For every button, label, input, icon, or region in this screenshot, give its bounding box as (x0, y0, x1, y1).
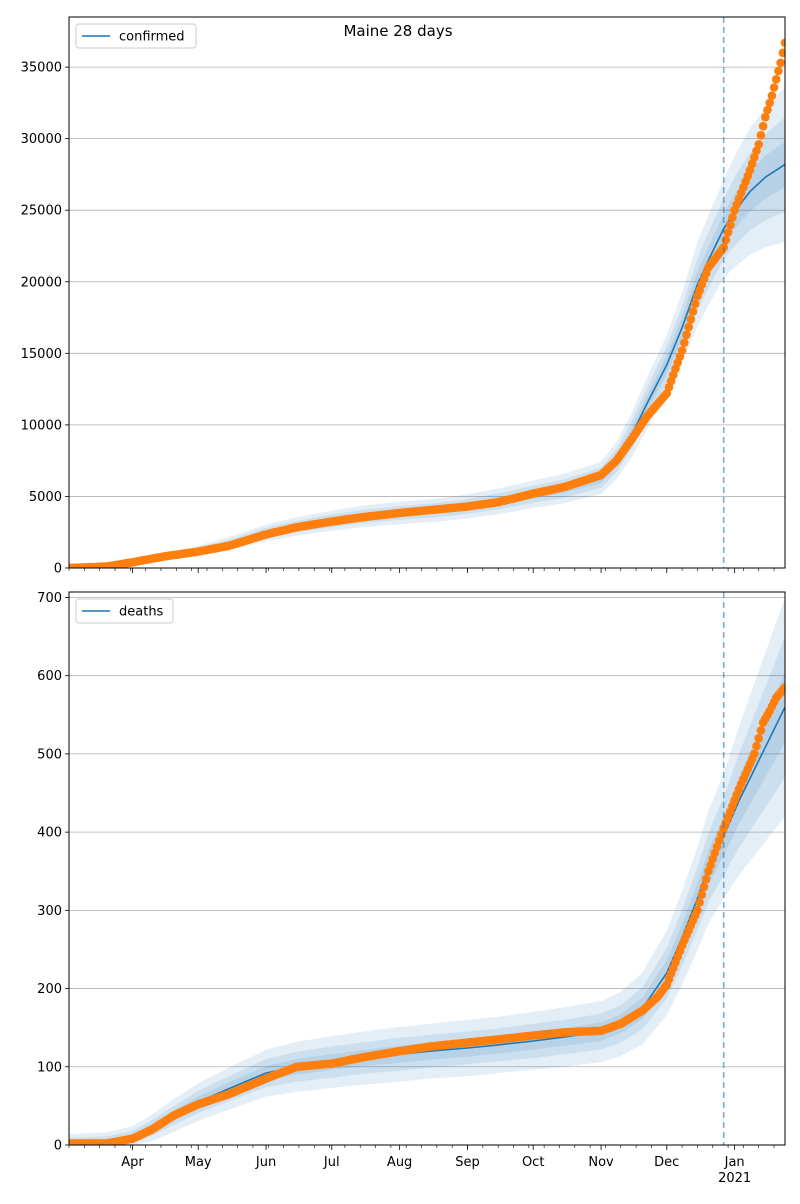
figure-title: Maine 28 days (343, 22, 452, 40)
data-point (767, 91, 777, 100)
data-point (728, 213, 737, 222)
data-point (699, 882, 709, 892)
y-tick-label: 700 (37, 591, 62, 606)
y-tick-label: 200 (37, 982, 62, 997)
x-tick-label: Apr (121, 1155, 144, 1170)
y-tick-label: 15000 (21, 347, 62, 362)
panel-1: 0 5000 10000 15000 20000 25000 30000 35000 confi… (21, 16, 786, 577)
x-tick-label: Oct (522, 1155, 544, 1170)
data-point (758, 121, 768, 131)
y-tick-label: 0 (54, 562, 62, 577)
x-tick-label: Jan (724, 1155, 745, 1170)
data-point (778, 48, 785, 58)
data-point (684, 322, 693, 332)
data-point (761, 112, 770, 122)
legend-label: deaths (119, 605, 164, 620)
data-point (750, 749, 759, 759)
panel-2: 0 100 200 300 400 500 600 700 Apr May Jun Jul Aug Sep… (37, 591, 786, 1186)
y-tick-label: 600 (37, 669, 62, 684)
data-point (721, 235, 731, 245)
x-tick-label: Jun (255, 1155, 276, 1170)
data-point (754, 140, 763, 149)
data-point (754, 734, 763, 743)
y-tick-label: 20000 (21, 275, 62, 290)
y-tick-label: 300 (37, 904, 62, 919)
data-point (680, 338, 689, 348)
axes-frame (68, 591, 786, 1146)
data-point (765, 98, 774, 108)
data-point (752, 741, 761, 751)
y-tick-label: 30000 (21, 132, 62, 147)
data-point (763, 105, 772, 115)
y-tick-label: 10000 (21, 418, 62, 433)
x-tick-label: Dec (654, 1155, 679, 1170)
y-tick-label: 35000 (21, 61, 62, 76)
x-tick-label: Sep (455, 1155, 480, 1170)
x-tick-label: May (185, 1155, 212, 1170)
data-point (780, 683, 785, 692)
legend: deaths (75, 598, 174, 624)
data-point (695, 898, 704, 907)
data-point (780, 38, 785, 48)
plot-area (69, 38, 785, 568)
data-point (774, 66, 783, 76)
x-year-label: 2021 (718, 1171, 751, 1186)
y-tick-label: 100 (37, 1060, 62, 1075)
y-tick-label: 25000 (21, 204, 62, 219)
data-point (677, 346, 687, 355)
data-point (682, 330, 691, 340)
data-point (686, 315, 696, 324)
axes-frame (68, 16, 786, 569)
data-point (756, 726, 766, 735)
data-point (701, 874, 711, 884)
x-tick-label: Aug (387, 1155, 412, 1170)
confidence-band (69, 597, 785, 1145)
y-tick-label: 0 (54, 1139, 62, 1154)
data-point (771, 75, 781, 84)
x-tick-label: Nov (588, 1155, 614, 1170)
plot-area (69, 597, 785, 1145)
data-point (697, 890, 707, 899)
data-point (750, 153, 759, 162)
data-point (776, 58, 785, 68)
data-point (756, 131, 766, 140)
data-point (693, 906, 702, 915)
legend-box (75, 23, 197, 49)
data-point (723, 228, 733, 237)
y-tick-label: 500 (37, 747, 62, 762)
data-point (726, 220, 735, 230)
legend: confirmed (75, 23, 197, 49)
data-point (769, 83, 779, 92)
confidence-band (69, 636, 785, 1145)
legend-label: confirmed (119, 30, 185, 45)
legend-box (75, 598, 174, 624)
data-point (688, 307, 698, 316)
x-tick-label: Jul (323, 1155, 340, 1170)
y-tick-label: 5000 (29, 490, 62, 505)
data-point (690, 299, 700, 309)
y-tick-label: 400 (37, 826, 62, 841)
